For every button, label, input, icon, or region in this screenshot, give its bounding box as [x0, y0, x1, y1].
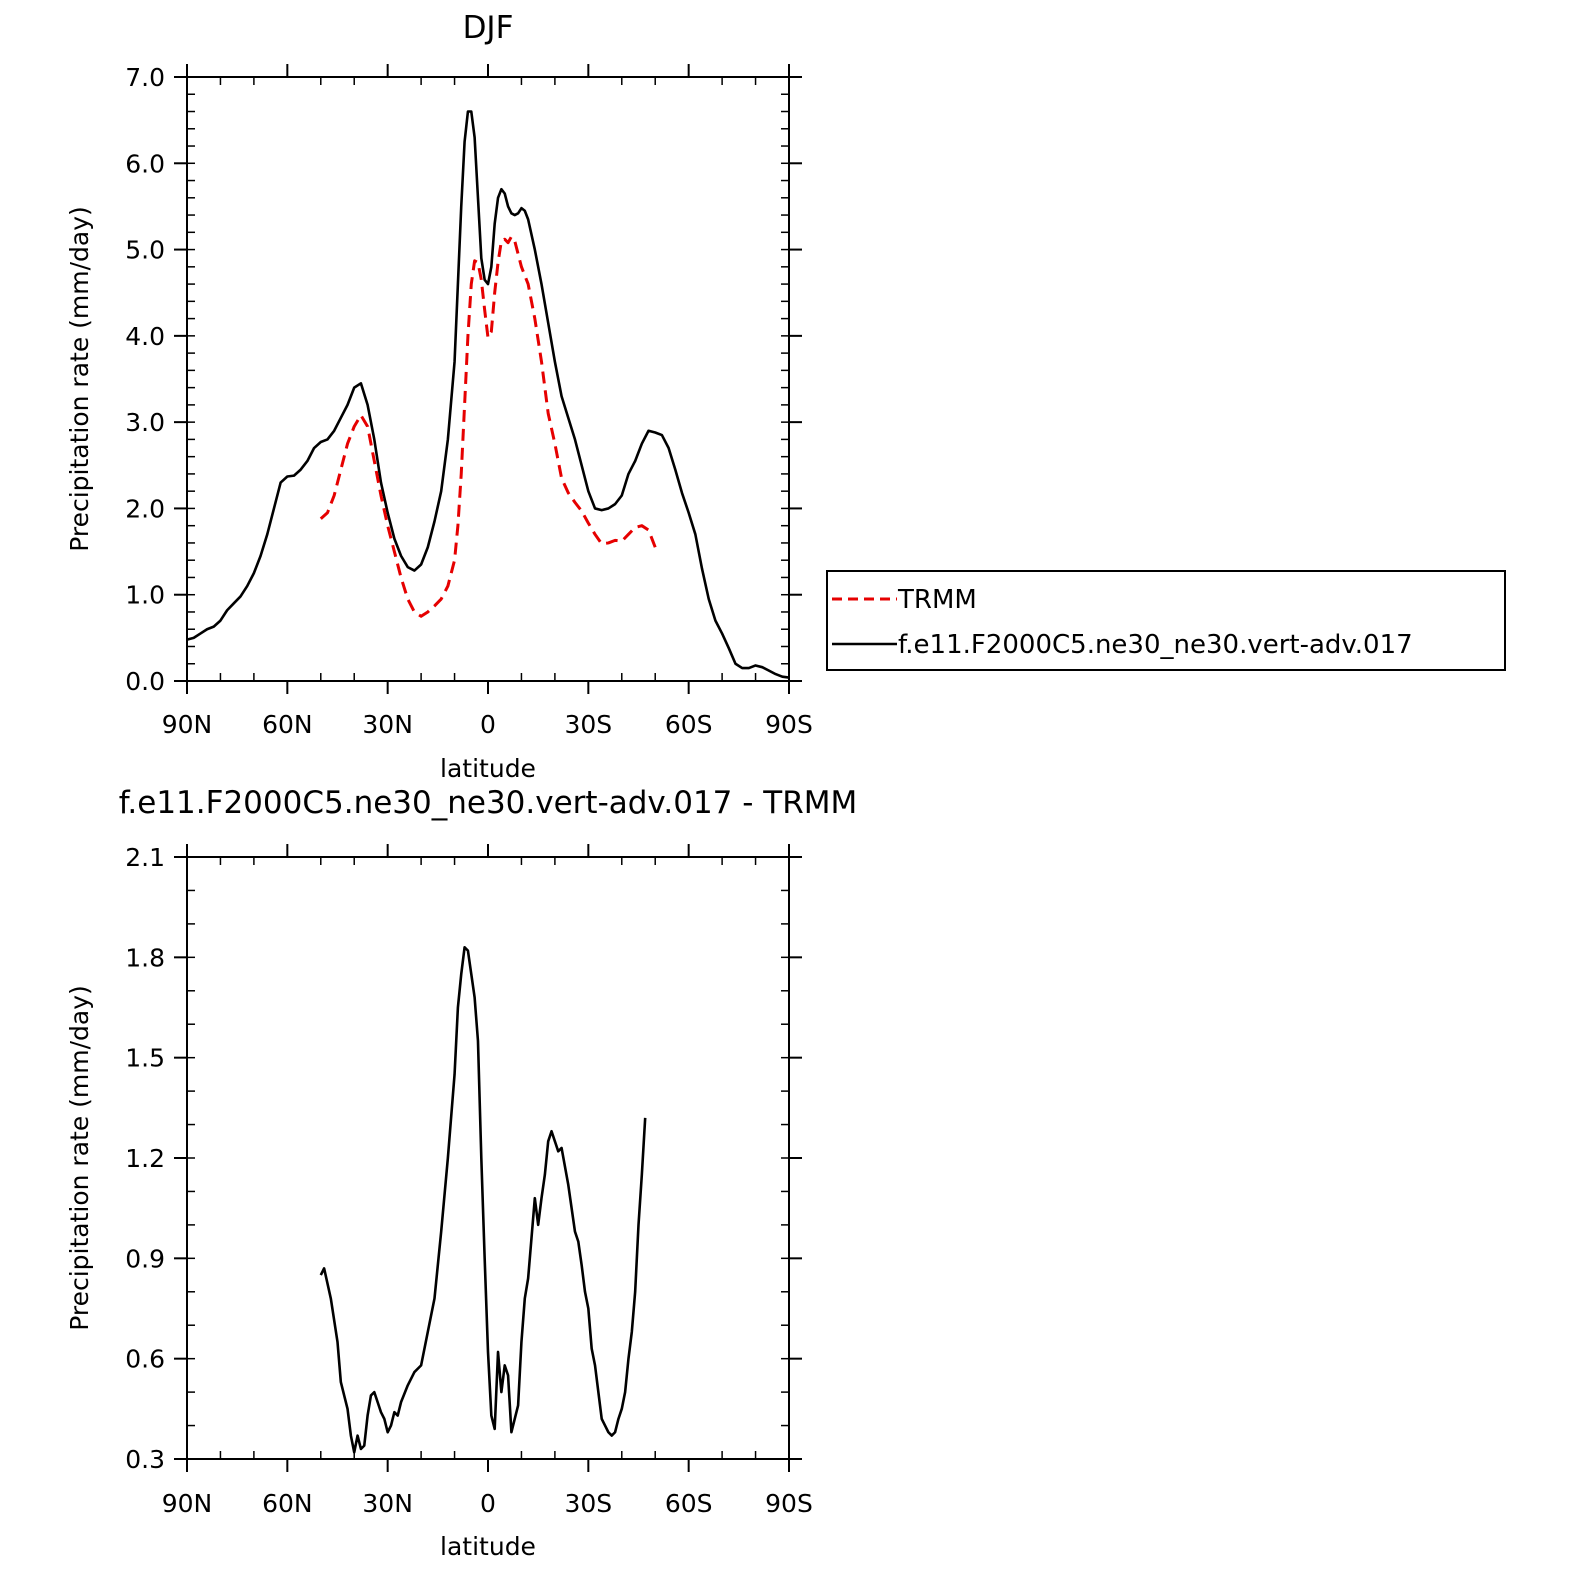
series-line-1 [186, 110, 790, 679]
x-tick-label: 30N [362, 1489, 413, 1518]
x-axis-label: latitude [440, 754, 536, 783]
y-tick-label: 1.5 [125, 1044, 165, 1073]
legend-label-0: TRMM [897, 585, 977, 615]
x-tick-label: 30N [362, 710, 413, 739]
y-tick-label: 3.0 [125, 408, 165, 437]
x-tick-label: 0 [480, 710, 496, 739]
chart-title: DJF [463, 10, 514, 46]
x-tick-label: 60S [665, 710, 713, 739]
x-tick-label: 90S [765, 1489, 813, 1518]
y-tick-label: 1.0 [125, 581, 165, 610]
y-tick-label: 0.9 [125, 1244, 165, 1273]
panel-difference: f.e11.F2000C5.ne30_ne30.vert-adv.017 - T… [65, 785, 857, 1561]
chart-title: f.e11.F2000C5.ne30_ne30.vert-adv.017 - T… [119, 785, 858, 821]
y-tick-label: 6.0 [125, 149, 165, 178]
y-axis-label: Precipitation rate (mm/day) [65, 206, 94, 552]
x-tick-label: 90N [162, 710, 213, 739]
x-tick-label: 60S [665, 1489, 713, 1518]
panel-djf: DJF 90N 60N 30N 0 30S 60S 90S 0.0 1.0 2.0 3.0 4.0 5.0… [65, 10, 1506, 783]
y-tick-label: 2.0 [125, 494, 165, 523]
y-tick-label: 4.0 [125, 322, 165, 351]
x-tick-label: 60N [262, 710, 313, 739]
series-line-0 [319, 946, 647, 1454]
x-tick-label: 60N [262, 1489, 313, 1518]
y-tick-label: 7.0 [125, 63, 165, 92]
y-tick-label: 0.3 [125, 1445, 165, 1474]
x-tick-label: 30S [564, 710, 612, 739]
y-tick-label: 0.0 [125, 667, 165, 696]
x-tick-label: 90S [765, 710, 813, 739]
y-tick-label: 2.1 [125, 843, 165, 872]
plot-frame [186, 76, 790, 682]
y-tick-label: 0.6 [125, 1345, 165, 1374]
x-tick-label: 30S [564, 1489, 612, 1518]
x-tick-label: 0 [480, 1489, 496, 1518]
x-tick-label: 90N [162, 1489, 213, 1518]
y-tick-label: 1.2 [125, 1144, 165, 1173]
y-axis-label: Precipitation rate (mm/day) [65, 985, 94, 1331]
y-tick-label: 5.0 [125, 236, 165, 265]
y-tick-label: 1.8 [125, 943, 165, 972]
legend-box [826, 570, 1506, 671]
x-axis-label: latitude [440, 1532, 536, 1561]
legend-label-1: f.e11.F2000C5.ne30_ne30.vert-adv.017 [898, 630, 1413, 660]
series-line-0 [319, 235, 657, 618]
